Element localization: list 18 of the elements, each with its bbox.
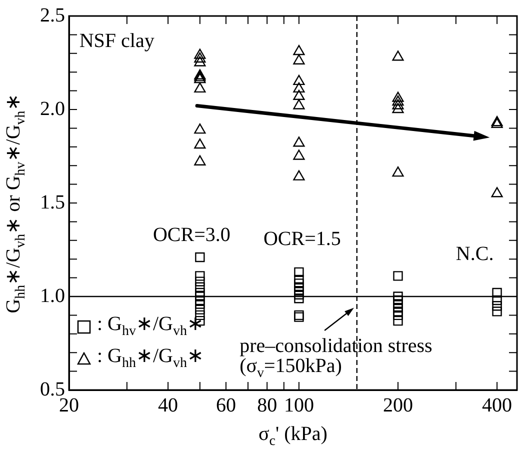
y-tick-label: 1.0 <box>40 284 65 307</box>
x-tick-label: 400 <box>482 394 512 416</box>
x-tick-label: 200 <box>382 394 413 416</box>
annotation: NSF clay <box>79 30 154 52</box>
annotation: N.C. <box>456 243 494 266</box>
legend-label: : G$_{hh}$∗/G$_{vh}$∗ <box>97 345 204 371</box>
annotation: OCR=1.5 <box>263 228 341 250</box>
x-tick-label: 80 <box>257 394 278 416</box>
annotation: OCR=3.0 <box>152 224 230 246</box>
x-tick-label: 100 <box>284 394 314 416</box>
y-tick-label: 2.0 <box>40 98 65 120</box>
x-tick-label: 40 <box>158 394 178 416</box>
annotation: (σ$_{v}$=150kPa) <box>240 355 342 382</box>
annotation: pre–consolidation stress <box>240 334 432 357</box>
y-tick-label: 1.5 <box>40 191 65 214</box>
y-tick-label: 2.5 <box>40 4 65 26</box>
x-axis-title: σ$_{c}$' (kPa) <box>258 423 328 449</box>
x-tick-label: 60 <box>216 394 236 416</box>
